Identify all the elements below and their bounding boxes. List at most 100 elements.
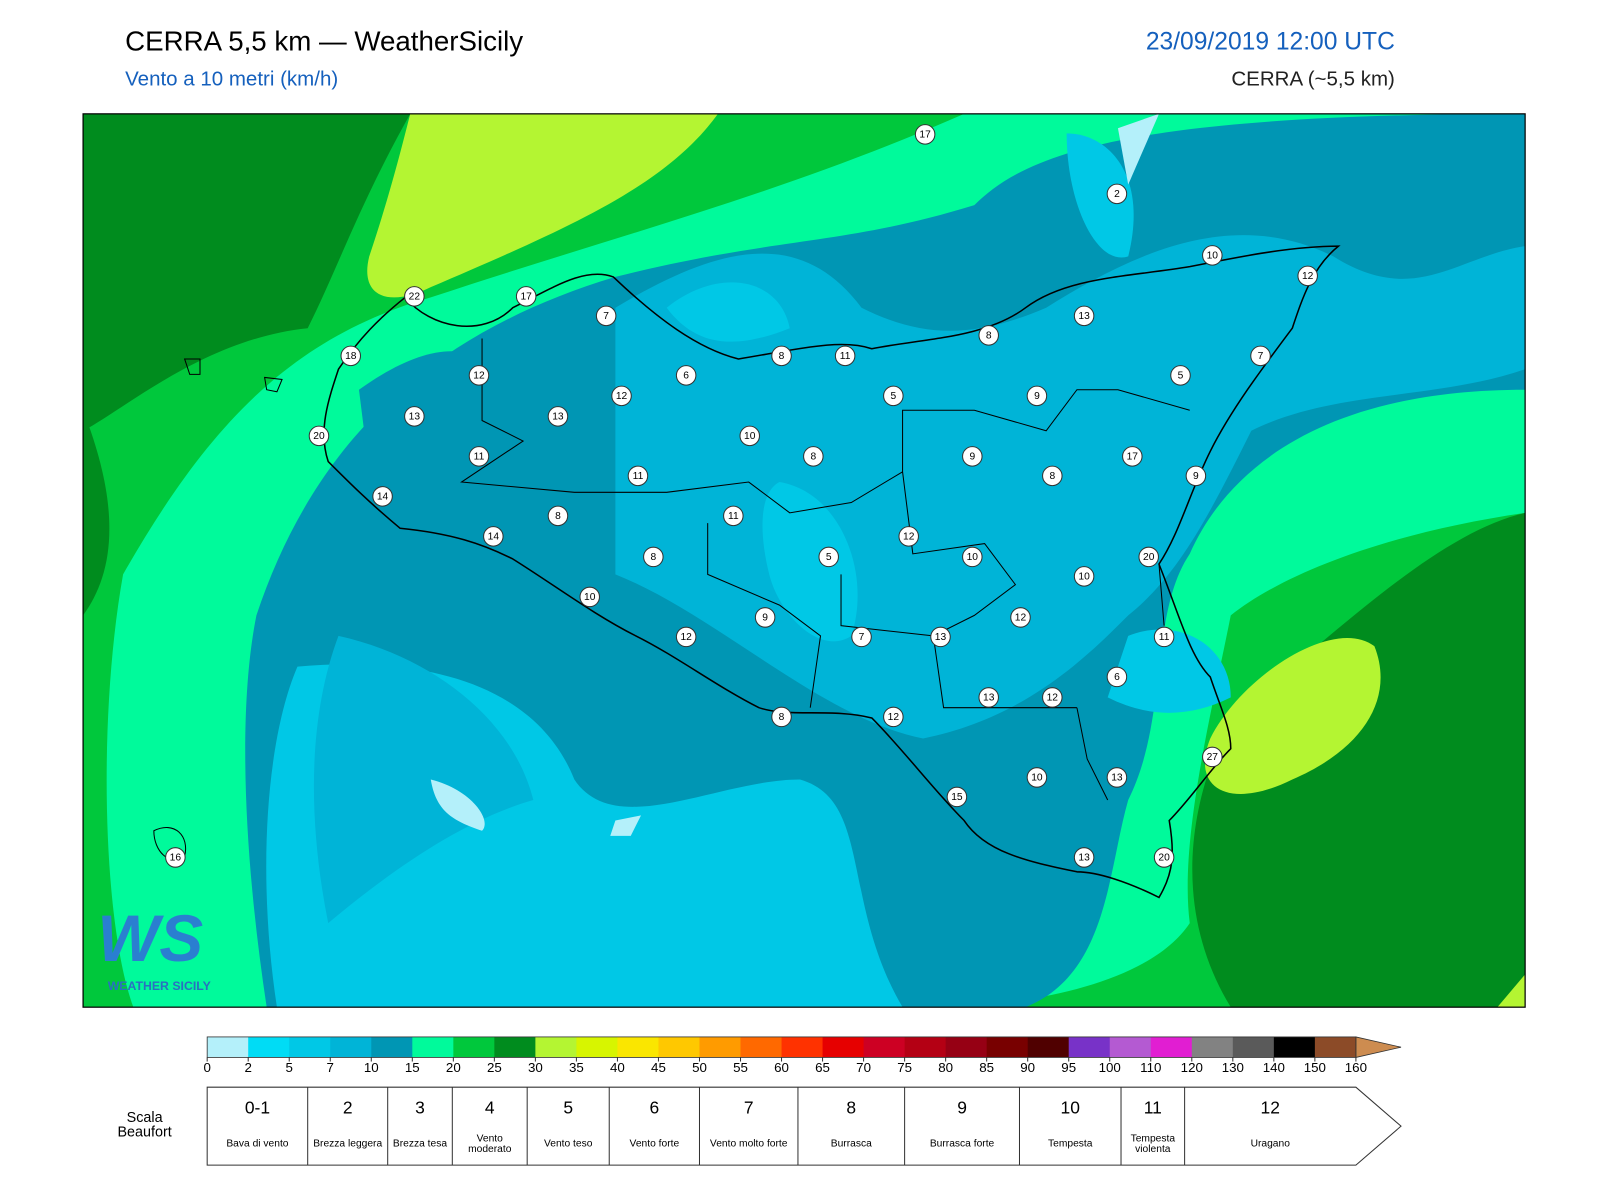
- colorbar-segment: [1109, 1036, 1152, 1058]
- colorbar-tick-label: 55: [733, 1060, 748, 1075]
- station-marker: [1026, 767, 1048, 788]
- station-marker: [771, 706, 792, 728]
- station-marker: [675, 365, 697, 386]
- logo-text: WEATHER SICILY: [108, 979, 211, 993]
- station-value: 7: [1258, 351, 1264, 362]
- station-value: 10: [1207, 251, 1219, 262]
- station-value: 20: [313, 431, 325, 442]
- station-marker: [914, 124, 936, 145]
- beaufort-description: Vento moderato: [468, 1133, 512, 1155]
- station-value: 20: [1158, 853, 1170, 864]
- station-value: 13: [409, 412, 421, 423]
- station-marker: [1170, 365, 1191, 386]
- station-value: 11: [474, 452, 485, 463]
- colorbar-segment: [822, 1036, 865, 1058]
- station-marker: [1153, 626, 1175, 648]
- station-marker: [468, 446, 490, 467]
- colorbar-segment: [1314, 1036, 1357, 1058]
- beaufort-desc-box: Vento moderato: [468, 1133, 512, 1155]
- colorbar-tick-label: 15: [405, 1060, 420, 1075]
- colorbar-tick-label: 95: [1061, 1060, 1076, 1075]
- station-marker: [771, 345, 792, 367]
- colorbar-segment: [781, 1036, 824, 1058]
- beaufort-description: Brezza leggera: [313, 1138, 383, 1150]
- station-value: 10: [1031, 773, 1043, 784]
- colorbar-segment: [412, 1036, 454, 1058]
- station-marker: [1073, 305, 1095, 327]
- station-marker: [883, 706, 904, 728]
- station-marker: [803, 446, 824, 467]
- station-marker: [1202, 245, 1223, 266]
- colorbar-segment: [986, 1036, 1029, 1058]
- colorbar-tick-label: 160: [1345, 1060, 1367, 1075]
- station-value: 6: [1114, 672, 1120, 683]
- station-value: 8: [779, 351, 785, 362]
- colorbar-tick-label: 45: [651, 1060, 666, 1075]
- colorbar-tick-label: 20: [446, 1060, 461, 1075]
- beaufort-force: 9: [957, 1097, 967, 1117]
- colorbar-segment: [1150, 1036, 1193, 1058]
- station-marker: [1042, 687, 1063, 708]
- station-marker: [978, 325, 999, 346]
- station-value: 8: [779, 712, 785, 723]
- station-value: 13: [983, 693, 995, 704]
- beaufort-force: 2: [343, 1097, 353, 1117]
- beaufort-force: 3: [415, 1097, 425, 1117]
- colorbar-extend: [1355, 1036, 1402, 1058]
- beaufort-force: 8: [846, 1097, 856, 1117]
- station-marker: [739, 425, 760, 447]
- station-value: 13: [552, 412, 564, 423]
- colorbar-segment: [494, 1036, 536, 1058]
- station-marker: [643, 546, 664, 568]
- station-marker: [404, 406, 425, 427]
- station-marker: [468, 365, 490, 386]
- colorbar-segment: [1027, 1036, 1070, 1058]
- colorbar-segment: [371, 1036, 413, 1058]
- station-marker: [579, 586, 600, 608]
- beaufort-desc-box: Vento molto forte: [710, 1139, 788, 1149]
- station-value: 17: [520, 292, 532, 303]
- station-value: 17: [1127, 452, 1139, 463]
- station-marker: [404, 286, 425, 307]
- date: 23/09/2019 12:00 UTC: [1146, 29, 1395, 56]
- station-value: 12: [1015, 613, 1027, 624]
- station-marker: [754, 607, 776, 628]
- colorbar-tick-label: 40: [610, 1060, 625, 1075]
- beaufort-label-box: Scala Beaufort: [117, 1108, 172, 1140]
- station-value: 13: [935, 632, 947, 643]
- station-marker: [515, 286, 537, 307]
- colorbar-tick-label: 35: [569, 1060, 584, 1075]
- beaufort-label: Scala Beaufort: [117, 1108, 172, 1140]
- station-value: 12: [680, 632, 692, 643]
- colorbar-tick-label: 10: [364, 1060, 379, 1075]
- beaufort-description: Uragano: [1250, 1138, 1290, 1150]
- colorbar-tick-label: 60: [774, 1060, 789, 1075]
- colorbar-tick-label: 7: [327, 1060, 334, 1075]
- station-value: 10: [744, 431, 756, 442]
- station-value: 12: [903, 532, 915, 543]
- beaufort-desc-box: Tempesta violenta: [1130, 1133, 1176, 1155]
- colorbar-tick-label: 30: [528, 1060, 543, 1075]
- colorbar-tick-label: 70: [856, 1060, 871, 1075]
- station-value: 5: [826, 552, 832, 563]
- colorbar-segment: [576, 1036, 618, 1058]
- beaufort-desc-box: Uragano: [1250, 1138, 1290, 1150]
- station-value: 9: [969, 452, 975, 463]
- station-value: 5: [1178, 371, 1184, 382]
- station-marker: [883, 385, 904, 407]
- colorbar-tick-label: 130: [1222, 1060, 1244, 1075]
- station-value: 10: [967, 552, 979, 563]
- colorbar-segment: [248, 1036, 290, 1058]
- colorbar-segment: [207, 1036, 249, 1058]
- station-marker: [165, 847, 186, 868]
- colorbar-tick-label: 65: [815, 1060, 830, 1075]
- colorbar-tick-label: 50: [692, 1060, 707, 1075]
- colorbar-segment: [945, 1036, 988, 1058]
- station-marker: [1073, 847, 1095, 868]
- beaufort-desc-box: Tempesta: [1048, 1139, 1092, 1149]
- logo-mark: WS: [97, 902, 203, 975]
- station-value: 17: [919, 130, 931, 141]
- beaufort-description: Tempesta violenta: [1130, 1133, 1176, 1155]
- station-value: 20: [1143, 552, 1155, 563]
- colorbar-segment: [863, 1036, 906, 1058]
